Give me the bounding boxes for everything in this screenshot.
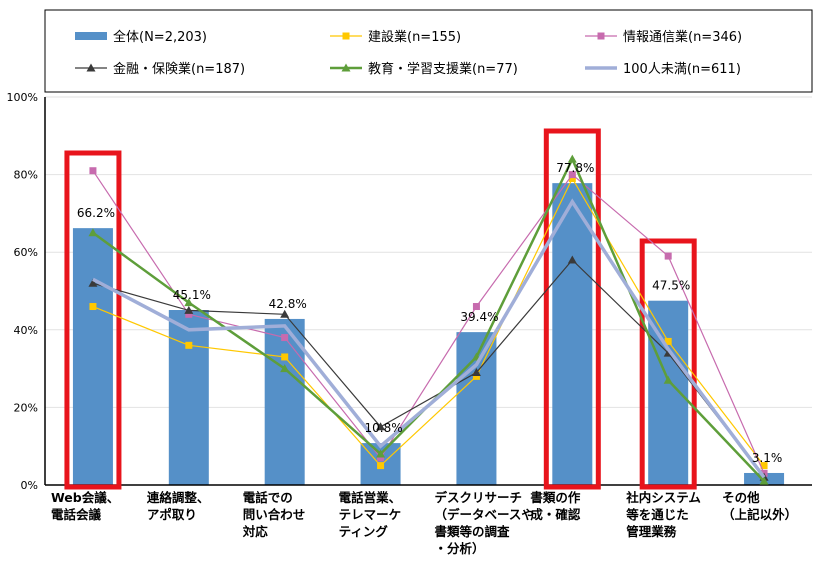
data-point-triangle: [567, 255, 577, 264]
category-label: テレマーケ: [339, 507, 402, 522]
data-point-square: [760, 462, 768, 470]
data-point-square: [89, 167, 97, 175]
data-point-square: [568, 174, 576, 182]
legend-label: 情報通信業(n=346): [623, 29, 742, 45]
series-line-1: [92, 170, 765, 474]
bar-2: [264, 318, 305, 485]
legend-label: 全体(N=2,203): [113, 29, 207, 45]
series-line-4: [92, 198, 766, 479]
data-point-triangle: [759, 476, 769, 485]
y-tick-label: 60%: [14, 246, 38, 259]
data-label: 77.8%: [556, 161, 594, 175]
data-label: 45.1%: [173, 288, 211, 302]
highlight-box-5: [543, 128, 601, 490]
bar-5: [552, 183, 593, 486]
legend-marker-triangle: [341, 63, 351, 72]
series-line-2: [92, 259, 765, 478]
data-point-square: [568, 171, 576, 179]
data-point-square: [472, 372, 480, 380]
category-label: その他: [722, 490, 760, 505]
category-label: ・分析）: [434, 541, 484, 556]
data-point-square: [472, 303, 480, 311]
bar-1: [168, 310, 209, 485]
category-label: デスクリサーチ: [434, 490, 522, 505]
data-point-square: [664, 337, 672, 345]
data-point-triangle: [471, 367, 481, 376]
category-label: （データベースや: [434, 507, 533, 522]
data-point-square: [185, 310, 193, 318]
legend-marker-square: [342, 32, 350, 40]
y-tick-label: 40%: [14, 324, 38, 337]
legend-label: 金融・保険業(n=187): [113, 61, 245, 77]
data-point-triangle: [88, 228, 98, 237]
data-point-triangle: [280, 364, 290, 373]
category-label: 社内システム: [625, 490, 701, 505]
legend-swatch-bar: [75, 32, 107, 40]
series-line-0: [92, 177, 765, 467]
y-tick-label: 20%: [14, 401, 38, 414]
data-label: 39.4%: [460, 310, 498, 324]
data-label: 47.5%: [652, 279, 690, 293]
category-label: 等を通じた: [625, 507, 689, 522]
category-label: アポ取り: [147, 507, 197, 522]
data-point-square: [281, 353, 289, 361]
category-label: 電話での: [243, 490, 293, 505]
highlight-box-6: [639, 238, 697, 490]
y-tick-label: 100%: [7, 91, 38, 104]
bar-0: [72, 228, 113, 486]
category-label: 書類の作: [530, 490, 581, 505]
category-label: （上記以外）: [722, 507, 797, 522]
data-point-square: [377, 454, 385, 462]
data-point-triangle: [88, 278, 98, 287]
data-point-triangle: [184, 305, 194, 314]
data-label: 3.1%: [752, 451, 783, 465]
legend-label: 建設業(n=155): [368, 29, 461, 45]
category-label: 電話営業、: [339, 490, 402, 505]
data-point-triangle: [376, 449, 386, 458]
data-point-triangle: [376, 422, 386, 431]
legend-marker-square: [597, 32, 605, 40]
category-label: 連絡調整、: [147, 490, 210, 505]
y-tick-label: 0%: [21, 479, 38, 492]
data-point-triangle: [280, 309, 290, 318]
category-label: ティング: [339, 524, 389, 539]
legend-box: [44, 9, 813, 93]
data-point-square: [89, 303, 97, 311]
data-label: 10.8%: [365, 421, 403, 435]
category-label: 問い合わせ: [243, 507, 306, 522]
data-label: 42.8%: [269, 297, 307, 311]
y-tick-label: 80%: [14, 169, 38, 182]
legend-label: 教育・学習支援業(n=77): [368, 61, 518, 77]
data-point-square: [664, 252, 672, 260]
legend-label: 100人未満(n=611): [623, 62, 741, 77]
data-point-square: [281, 334, 289, 342]
category-label: 書類等の調査: [434, 524, 510, 539]
category-label: Web会議、: [51, 490, 119, 505]
data-point-triangle: [184, 298, 194, 307]
category-label: 成・確認: [530, 507, 581, 522]
highlight-box-0: [64, 150, 122, 490]
data-point-square: [377, 462, 385, 470]
category-label: 電話会議: [51, 507, 102, 522]
category-label: 対応: [242, 524, 269, 539]
data-label: 66.2%: [77, 206, 115, 220]
data-point-triangle: [663, 375, 673, 384]
category-label: 管理業務: [626, 524, 677, 539]
legend-marker-triangle: [86, 63, 96, 72]
data-point-square: [185, 341, 193, 349]
data-point-triangle: [567, 154, 577, 163]
